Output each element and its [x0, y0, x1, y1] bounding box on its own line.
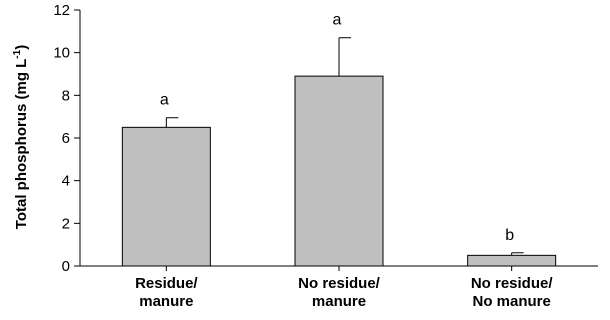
x-tick-label: No residue/No manure — [471, 275, 554, 310]
bar — [294, 75, 384, 267]
significance-label: a — [333, 12, 342, 29]
bar — [121, 126, 211, 267]
y-axis-label-superscript: -1 — [12, 49, 23, 58]
y-axis-label-main: Total phosphorus (mg L — [13, 59, 30, 230]
y-tick-label: 2 — [62, 215, 70, 232]
y-tick-label: 0 — [62, 258, 70, 275]
x-tick-label: Residue/manure — [135, 275, 198, 310]
svg-text:Total phosphorus (mg L-1): Total phosphorus (mg L-1) — [12, 45, 30, 229]
y-tick-label: 6 — [62, 130, 70, 147]
x-tick-label: No residue/manure — [298, 275, 381, 310]
y-tick-label: 8 — [62, 87, 70, 104]
y-axis-label: Total phosphorus (mg L-1) — [12, 45, 30, 229]
y-axis-label-end: ) — [13, 45, 30, 50]
bar — [467, 254, 557, 267]
y-tick-label: 4 — [62, 173, 70, 190]
y-tick-label: 12 — [53, 2, 70, 19]
significance-label: b — [505, 227, 514, 244]
y-tick-label: 10 — [53, 45, 70, 62]
significance-label: a — [160, 92, 169, 109]
plot-area: 0 2 4 6 8 10 12 a Residue/manure a No residue/manu… — [53, 2, 598, 310]
